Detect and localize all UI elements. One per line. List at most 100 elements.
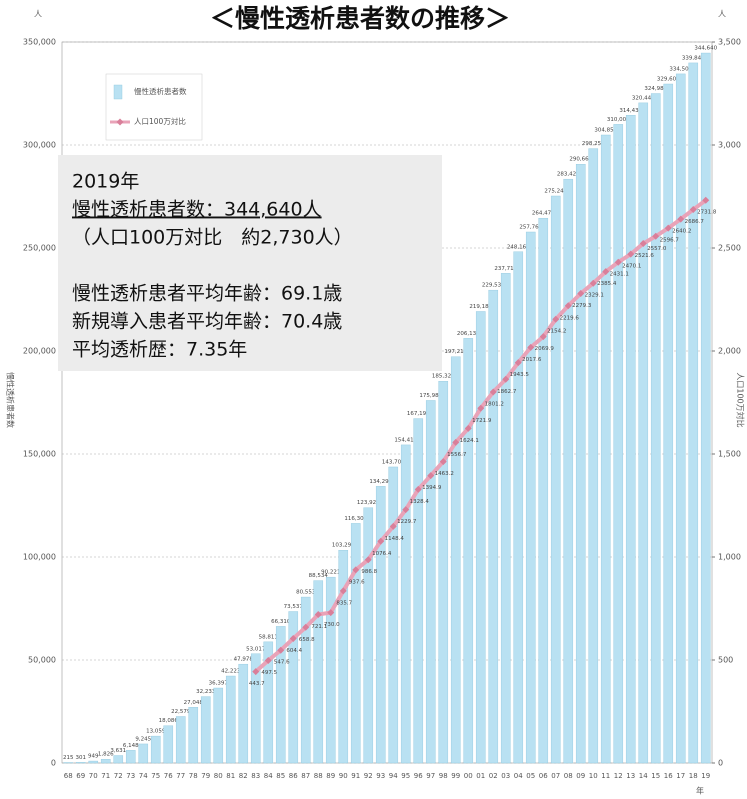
bar (325, 576, 336, 764)
bar (188, 707, 199, 764)
line-value-label: 658.8 (299, 637, 315, 643)
bar-value-label: 116,303 (344, 516, 367, 522)
line-value-label: 1862.7 (497, 389, 517, 395)
bar (613, 124, 624, 764)
line-value-label: 937.6 (349, 579, 365, 585)
line-marker (477, 404, 485, 412)
x-tick-label: 05 (526, 772, 535, 780)
x-tick-label: 12 (614, 772, 623, 780)
x-tick-label: 74 (139, 772, 148, 780)
line-value-label: 2640.2 (672, 229, 691, 235)
bar-value-label: 248,166 (507, 244, 530, 250)
line-marker (277, 646, 285, 654)
x-tick-label: 83 (251, 772, 260, 780)
bar-value-label: 237,710 (494, 266, 517, 272)
line-marker (539, 333, 547, 341)
x-tick-label: 19 (701, 772, 710, 780)
line-marker (414, 485, 422, 493)
chart-title: ＜慢性透析患者数の推移＞ (210, 4, 510, 33)
legend-label: 慢性透析患者数 (134, 86, 187, 96)
line-marker (489, 388, 497, 396)
legend-swatch (113, 84, 123, 100)
bar (438, 381, 449, 764)
bar (413, 418, 424, 764)
line-value-label: 2329.1 (585, 293, 604, 299)
x-tick-label: 17 (676, 772, 685, 780)
line-marker (252, 668, 260, 676)
line-marker (514, 359, 522, 367)
x-tick-label: 76 (164, 772, 173, 780)
x-tick-label: 97 (426, 772, 435, 780)
line-marker (639, 240, 647, 248)
line-marker (339, 587, 347, 595)
x-tick-label: 02 (489, 772, 498, 780)
x-tick-label: 78 (189, 772, 198, 780)
line-marker (264, 657, 272, 665)
line-marker (352, 566, 360, 574)
x-tick-label: 77 (176, 772, 185, 780)
x-tick-label: 01 (476, 772, 485, 780)
bar (475, 311, 486, 764)
bar-value-label: 1,826 (98, 752, 114, 758)
line-value-label: 986.8 (361, 569, 377, 575)
bar (338, 550, 349, 764)
x-tick-label: 94 (389, 772, 398, 780)
bar (150, 735, 161, 764)
line-marker (427, 472, 435, 480)
line-value-label: 2470.1 (622, 264, 641, 270)
bar-value-label: 215 (63, 755, 74, 761)
line-marker (652, 232, 660, 240)
bar-value-label: 167,192 (407, 411, 430, 417)
bar (663, 83, 674, 764)
line-value-label: 730.0 (324, 622, 340, 628)
bar-value-label: 18,086 (159, 718, 179, 724)
bar (350, 523, 361, 764)
y2-tick-label: 500 (718, 656, 733, 665)
bar (450, 356, 461, 764)
bar-value-label: 9,245 (135, 736, 151, 742)
x-unit: 年 (696, 786, 704, 796)
bar-value-label: 143,709 (382, 459, 405, 465)
line-value-label: 835.7 (336, 600, 352, 606)
bar (525, 231, 536, 764)
line-value-label: 1148.4 (385, 536, 405, 542)
info-text: 慢性透析患者数：344,640人 (72, 199, 322, 221)
bar (313, 580, 324, 764)
y2-tick-label: 1,500 (718, 450, 741, 459)
bar-value-label: 154,413 (394, 437, 417, 443)
line-value-label: 1463.2 (435, 471, 454, 477)
x-tick-label: 86 (289, 772, 298, 780)
line-marker (289, 634, 297, 642)
bar (125, 750, 136, 764)
line-marker (502, 375, 510, 383)
x-tick-label: 91 (351, 772, 360, 780)
x-tick-label: 16 (664, 772, 673, 780)
x-tick-label: 18 (689, 772, 698, 780)
bar (113, 755, 124, 764)
line-marker (402, 506, 410, 514)
line-marker (439, 458, 447, 466)
bar (700, 52, 711, 764)
bar-value-label: 310,007 (607, 117, 630, 123)
line-value-label: 1394.9 (422, 485, 442, 491)
bar-value-label: 66,310 (271, 619, 291, 625)
line-value-label: 1328.4 (410, 499, 430, 505)
bar (300, 596, 311, 764)
bar-value-label: 206,134 (457, 331, 480, 337)
line-value-label: 1556.7 (447, 452, 467, 458)
line-marker (589, 279, 597, 287)
x-tick-label: 84 (264, 772, 273, 780)
legend-box (105, 73, 203, 141)
line-marker (552, 315, 560, 323)
line-value-label: 1229.7 (397, 519, 417, 525)
y2-tick-label: 0 (718, 759, 723, 768)
x-tick-label: 71 (101, 772, 110, 780)
line-value-label: 2017.6 (522, 357, 542, 363)
x-tick-label: 09 (576, 772, 585, 780)
line-marker (564, 302, 572, 310)
x-tick-label: 10 (589, 772, 598, 780)
x-tick-label: 79 (201, 772, 210, 780)
line-value-label: 721.1 (311, 624, 327, 630)
x-tick-label: 70 (89, 772, 98, 780)
